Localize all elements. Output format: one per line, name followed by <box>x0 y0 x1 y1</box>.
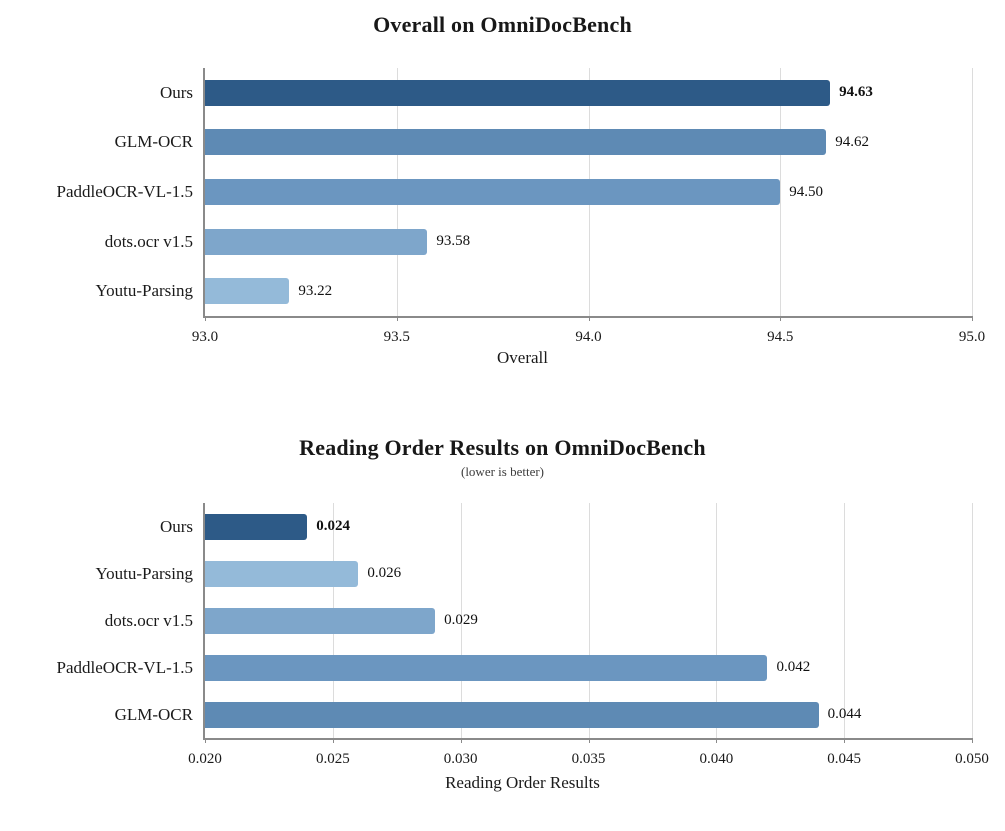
bar <box>205 513 308 540</box>
category-label: Youtu-Parsing <box>95 563 193 583</box>
bar <box>205 607 436 634</box>
category-label: dots.ocr v1.5 <box>104 610 193 630</box>
bar-row: Ours 0.024 <box>160 513 972 540</box>
bar-row: GLM-OCR 94.62 <box>115 129 972 156</box>
reading-order-bar-chart: Reading Order Results on OmniDocBench (l… <box>0 415 1005 831</box>
x-tick-label: 0.020 <box>188 751 222 767</box>
x-tick-label: 0.050 <box>955 751 989 767</box>
gridline <box>780 68 782 316</box>
bar <box>205 179 781 205</box>
bar-value-label: 94.62 <box>835 133 870 150</box>
x-axis-tick <box>972 316 973 321</box>
bar-value-label: 0.029 <box>444 612 478 628</box>
bar-row: Ours 94.63 <box>160 79 972 106</box>
x-tick-label: 0.045 <box>827 751 862 767</box>
chart-subtitle: (lower is better) <box>460 464 545 479</box>
x-tick-label: 0.040 <box>699 751 734 767</box>
overall-bar-chart: Overall on OmniDocBench 93.0 93.5 94.0 94.5… <box>0 0 1005 415</box>
x-axis-tick <box>588 738 590 743</box>
bar-row: dots.ocr v1.5 93.58 <box>105 228 972 255</box>
bar-row: Youtu-Parsing 0.026 <box>96 560 972 587</box>
category-label: Ours <box>159 516 193 536</box>
x-tick-label: 95.0 <box>958 329 986 345</box>
gridline <box>460 503 462 738</box>
chart-title: Overall on OmniDocBench <box>373 12 632 37</box>
category-label: PaddleOCR-VL-1.5 <box>56 182 193 201</box>
bar-value-label: 93.22 <box>298 282 333 299</box>
bar-row: PaddleOCR-VL-1.5 0.042 <box>57 654 972 681</box>
bar <box>205 79 831 106</box>
bar-value-label: 0.026 <box>367 565 402 581</box>
category-label: Youtu-Parsing <box>95 281 193 301</box>
x-tick-label: 0.030 <box>443 751 478 767</box>
bar-value-label: 0.024 <box>316 518 351 534</box>
bar <box>205 278 290 305</box>
x-axis-tick <box>588 316 590 321</box>
bar <box>205 560 359 587</box>
category-label: dots.ocr v1.5 <box>104 231 193 251</box>
gridline <box>716 503 718 738</box>
x-axis-label: Overall <box>497 348 548 367</box>
bar <box>205 654 768 681</box>
bar-value-label: 94.63 <box>839 84 873 101</box>
x-axis-tick <box>780 316 782 321</box>
x-axis-tick <box>205 316 206 321</box>
x-axis-tick <box>205 738 206 743</box>
bar-row: PaddleOCR-VL-1.5 94.50 <box>57 179 972 205</box>
category-label: PaddleOCR-VL-1.5 <box>56 657 193 677</box>
bar <box>205 228 428 255</box>
bar-row: dots.ocr v1.5 0.029 <box>105 607 972 634</box>
x-axis-tick <box>332 738 334 743</box>
gridline <box>588 503 590 738</box>
chart-title: Reading Order Results on OmniDocBench <box>299 435 706 460</box>
x-tick-label: 93.5 <box>383 329 410 345</box>
x-tick-label: 94.0 <box>575 329 602 345</box>
x-axis-tick <box>972 738 973 743</box>
plot-area: 93.0 93.5 94.0 94.5 95.0 Ours 94.63 GLM-OCR 94.6… <box>57 68 985 345</box>
category-label: GLM-OCR <box>114 704 193 724</box>
gridline <box>844 503 846 738</box>
plot-area: 0.020 0.025 0.030 0.035 0.040 0.045 0.050 Ours 0… <box>57 503 989 767</box>
bar <box>205 701 819 728</box>
gridline <box>972 68 973 316</box>
x-axis-tick <box>716 738 718 743</box>
x-axis-tick <box>396 316 398 321</box>
gridline <box>972 503 973 738</box>
bar-row: GLM-OCR 0.044 <box>115 701 972 728</box>
category-label: Ours <box>159 82 193 102</box>
bar-row: Youtu-Parsing 93.22 <box>96 278 972 305</box>
x-tick-label: 94.5 <box>767 329 794 345</box>
x-axis-tick <box>460 738 462 743</box>
bar <box>205 129 827 156</box>
x-axis-label: Reading Order Results <box>445 773 600 792</box>
bar-value-label: 94.50 <box>789 183 823 200</box>
x-tick-label: 0.025 <box>315 751 350 767</box>
bar-value-label: 93.58 <box>436 233 471 250</box>
bar-value-label: 0.044 <box>827 706 862 722</box>
x-tick-label: 93.0 <box>191 329 219 345</box>
x-tick-label: 0.035 <box>571 751 606 767</box>
category-label: GLM-OCR <box>114 132 193 152</box>
x-axis-tick <box>844 738 846 743</box>
bar-value-label: 0.042 <box>776 659 811 675</box>
